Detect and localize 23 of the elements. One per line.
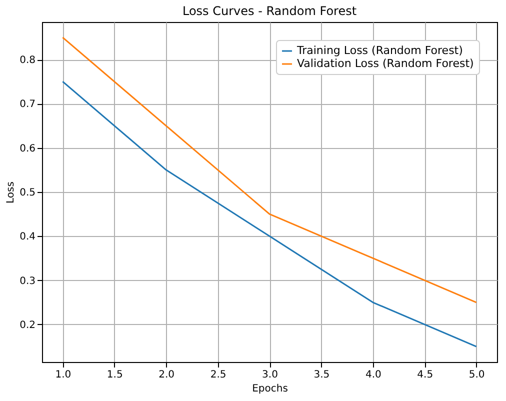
chart-title: Loss Curves - Random Forest [182,4,357,18]
x-axis-title: Epochs [252,384,288,394]
x-tick-label: 4.0 [365,370,382,380]
x-tick-label: 2.5 [210,370,226,380]
y-tick-label: 0.8 [20,55,36,66]
y-tick-label: 0.7 [20,99,36,110]
x-tick-label: 1.5 [106,370,123,380]
line-series [62,80,478,348]
x-tick-label: 1.0 [55,370,72,380]
y-tick-label: 0.2 [20,320,36,331]
y-tick-label: 0.6 [20,143,36,154]
legend-label: Validation Loss (Random Forest) [297,57,474,70]
y-tick-label: 0.3 [20,276,36,287]
legend-label: Training Loss (Random Forest) [296,44,463,57]
x-tick-label: 5.0 [468,370,485,380]
x-tick-label: 4.5 [417,370,434,380]
y-tick-label: 0.4 [20,232,36,243]
x-tick-label: 2.0 [158,370,175,380]
x-tick-label: 3.0 [262,370,278,380]
x-tick-label: 3.5 [314,370,330,380]
line-series [62,36,478,304]
y-axis-title: Loss [6,182,17,204]
y-tick-label: 0.5 [20,188,36,198]
